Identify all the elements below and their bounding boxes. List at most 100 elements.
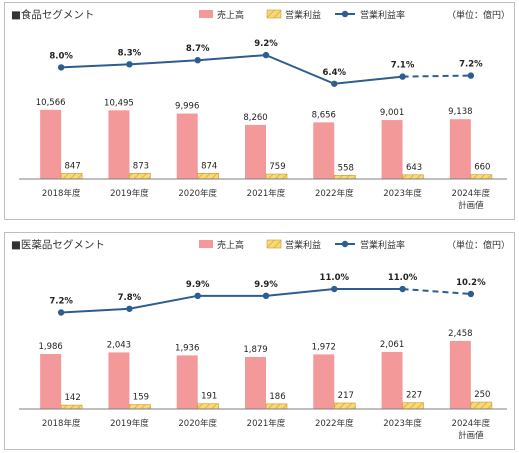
bar-profit (470, 174, 493, 180)
x-tick-label: 2018年度 (42, 188, 81, 199)
rate-line-actual (61, 288, 403, 314)
data-label-profit: 558 (338, 163, 354, 173)
bar-profit (333, 402, 356, 410)
chart-title: ■医薬品セグメント (11, 238, 105, 251)
data-label-sales: 2,043 (107, 340, 131, 350)
rate-marker (262, 51, 270, 59)
x-tick-label: 2020年度 (178, 418, 217, 429)
bar-sales (108, 352, 130, 409)
data-label-profit: 847 (65, 161, 81, 171)
rate-marker (194, 57, 201, 64)
x-tick-label: 2024年度 (452, 418, 491, 429)
data-label-sales: 9,001 (380, 108, 404, 118)
data-label-rate: 7.8% (118, 293, 142, 303)
x-tick-label: 2024年度 (452, 188, 491, 199)
data-label-rate: 7.2% (49, 297, 73, 307)
food-segment-chart: ■食品セグメント 売上高 営業利益 営業利益率 （単位：億円） 10,566 847 2018… (11, 8, 510, 211)
legend-label-rate: 営業利益率 (360, 9, 405, 21)
data-label-profit: 250 (474, 390, 490, 400)
data-label-profit: 186 (269, 392, 285, 402)
legend: 売上高 営業利益 営業利益率 (199, 9, 405, 21)
data-label-rate: 11.0% (388, 273, 418, 283)
legend-label-sales: 売上高 (217, 9, 244, 21)
rate-marker (57, 64, 65, 71)
bar-profit (197, 172, 220, 180)
data-label-profit: 759 (269, 162, 285, 172)
bar-sales (40, 354, 62, 409)
data-label-sales: 9,996 (175, 102, 199, 112)
rate-line-actual (61, 54, 403, 85)
legend-label-profit: 営業利益 (285, 239, 321, 251)
x-tick-label: 2018年度 (42, 418, 81, 429)
bar-profit (470, 401, 493, 410)
data-label-rate: 10.2% (456, 278, 486, 288)
data-label-rate: 9.2% (254, 39, 278, 49)
bar-sales (449, 119, 471, 179)
legend-marker-rate (341, 240, 349, 248)
legend-swatch-profit (266, 239, 282, 249)
x-tick-label: 2023年度 (383, 418, 422, 429)
data-label-sales: 8,656 (312, 110, 336, 120)
legend-marker-rate (341, 10, 349, 18)
x-tick-label: 2021年度 (247, 418, 286, 429)
bar-profit (60, 173, 83, 180)
data-label-sales: 1,986 (38, 342, 62, 352)
legend-label-rate: 営業利益率 (360, 239, 405, 251)
bar-profit (129, 404, 151, 410)
x-tick-label: 2020年度 (178, 188, 217, 199)
data-label-profit: 643 (406, 163, 422, 173)
unit-label: （単位：億円） (447, 239, 510, 251)
bar-sales (40, 109, 62, 179)
data-label-rate: 9.9% (186, 280, 210, 290)
rate-line-plan (402, 288, 471, 295)
bar-sales (381, 351, 403, 409)
x-tick-label: 2022年度 (315, 418, 354, 429)
data-label-profit: 217 (338, 391, 354, 401)
data-label-sales: 1,936 (175, 343, 199, 353)
bar-profit (402, 402, 424, 410)
bar-profit (197, 403, 220, 410)
data-label-sales: 10,566 (36, 98, 66, 108)
x-tick-label: 2019年度 (110, 418, 149, 429)
bar-profit (60, 404, 83, 410)
rate-marker (126, 61, 133, 68)
rate-marker (262, 292, 270, 300)
data-label-rate: 9.9% (254, 280, 278, 290)
data-label-sales: 2,458 (448, 329, 472, 339)
rate-marker (467, 290, 475, 298)
legend: 売上高 営業利益 営業利益率 (199, 239, 405, 251)
x-tick-sublabel: 計画値 (458, 200, 484, 211)
unit-label: （単位：億円） (447, 9, 510, 21)
bar-profit (402, 174, 424, 180)
x-tick-label: 2021年度 (247, 188, 286, 199)
data-label-sales: 1,879 (243, 345, 267, 355)
rate-marker (331, 285, 338, 293)
bar-profit (265, 403, 288, 410)
bar-profit (333, 175, 356, 180)
legend-swatch-sales (199, 10, 213, 18)
x-tick-label: 2023年度 (383, 188, 422, 199)
data-label-rate: 11.0% (320, 273, 350, 283)
bar-sales (176, 355, 198, 409)
bar-profit (265, 173, 288, 180)
pharma-segment-panel: ■医薬品セグメント 売上高 営業利益 営業利益率 （単位：億円） 1,986 142 2018… (4, 232, 515, 450)
bar-sales (245, 124, 266, 179)
data-label-profit: 873 (133, 161, 149, 171)
bar-sales (108, 110, 130, 179)
data-label-rate: 7.1% (391, 61, 415, 71)
rate-line-plan (402, 74, 471, 78)
rate-marker (331, 80, 338, 87)
legend-swatch-sales (199, 240, 213, 248)
pharma-segment-chart: ■医薬品セグメント 売上高 営業利益 営業利益率 （単位：億円） 1,986 142 2018… (11, 238, 510, 441)
rate-marker (57, 309, 65, 316)
legend-label-sales: 売上高 (217, 239, 244, 251)
data-label-rate: 8.0% (49, 51, 73, 61)
data-label-rate: 8.3% (118, 48, 142, 58)
bar-sales (313, 354, 335, 409)
data-label-profit: 191 (201, 392, 217, 402)
rate-marker (126, 305, 133, 312)
data-label-sales: 1,972 (312, 342, 336, 352)
rate-marker (467, 72, 475, 79)
data-label-rate: 7.2% (459, 60, 483, 70)
bar-sales (176, 113, 198, 179)
